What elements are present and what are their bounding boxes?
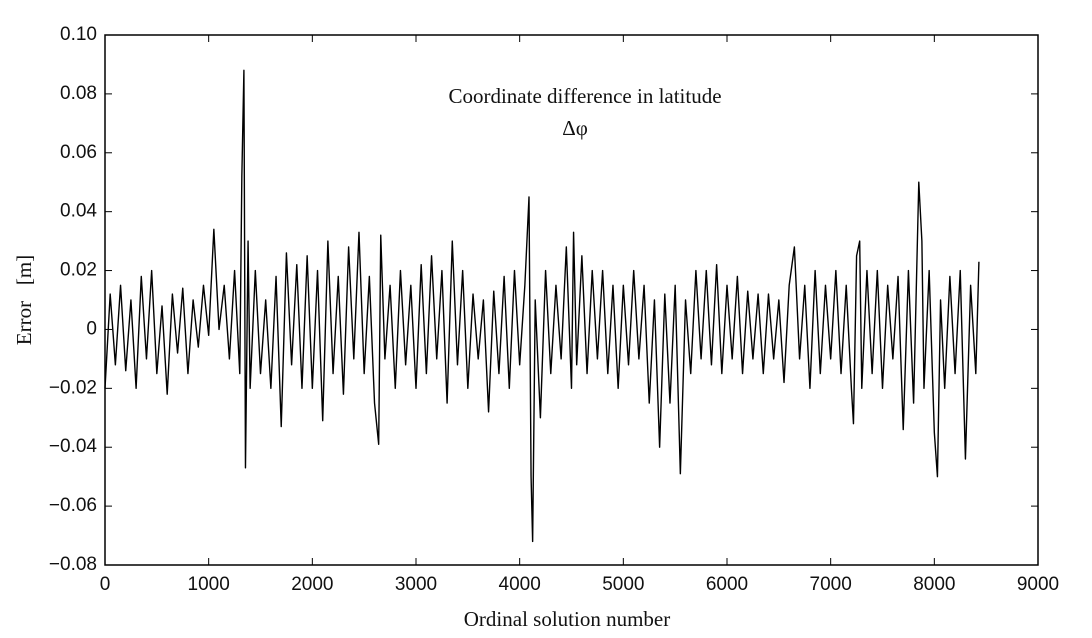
y-tick-label: 0.10 bbox=[60, 24, 97, 45]
x-tick-label: 0 bbox=[100, 574, 111, 595]
x-tick-label: 6000 bbox=[706, 574, 748, 595]
x-tick-label: 7000 bbox=[810, 574, 852, 595]
y-tick-label: 0.06 bbox=[60, 142, 97, 163]
x-tick-label: 5000 bbox=[602, 574, 644, 595]
y-tick-label: 0.08 bbox=[60, 83, 97, 104]
x-tick-label: 8000 bbox=[913, 574, 955, 595]
y-axis-label: Error [m] bbox=[12, 255, 36, 345]
y-tick-label: −0.04 bbox=[49, 436, 98, 457]
y-tick-label: −0.02 bbox=[49, 377, 97, 398]
x-tick-label: 9000 bbox=[1017, 574, 1059, 595]
plot-frame bbox=[104, 34, 1039, 566]
x-tick-label: 2000 bbox=[291, 574, 333, 595]
x-tick-label: 1000 bbox=[188, 574, 230, 595]
y-tick-label: 0.04 bbox=[60, 201, 97, 222]
y-tick-label: −0.08 bbox=[49, 554, 97, 575]
x-tick-label: 4000 bbox=[499, 574, 541, 595]
data-line bbox=[104, 69, 980, 543]
annotation: Δφ bbox=[562, 116, 588, 140]
x-tick-label: 3000 bbox=[395, 574, 437, 595]
x-axis-label: Ordinal solution number bbox=[464, 607, 670, 631]
annotation: Coordinate difference in latitude bbox=[448, 84, 721, 108]
y-tick-label: 0.02 bbox=[60, 260, 97, 281]
y-tick-label: 0 bbox=[86, 318, 97, 339]
y-tick-label: −0.06 bbox=[49, 495, 97, 516]
